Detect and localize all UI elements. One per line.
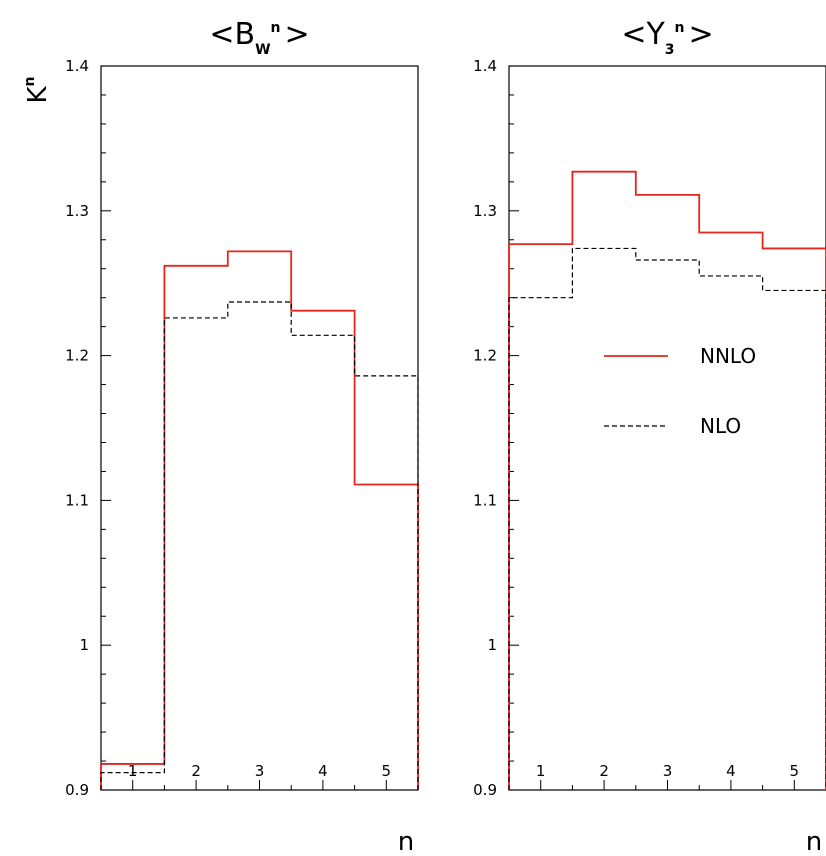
series-line-nlo — [100, 301, 419, 790]
y-tick-label: 1.3 — [473, 202, 497, 220]
x-axis-label: n — [806, 827, 822, 856]
title-subscript: W — [255, 42, 270, 58]
x-tick-label: 5 — [382, 762, 392, 780]
y-tick-label: 1.1 — [65, 491, 89, 509]
title-suffix: > — [689, 17, 714, 52]
legend-label-nnlo: NNLO — [700, 344, 756, 368]
y-tick-label: 1.1 — [473, 491, 497, 509]
x-axis-label: n — [398, 827, 414, 856]
title-superscript: n — [271, 20, 281, 36]
title-prefix: <B — [209, 17, 255, 52]
series-line-nnlo — [508, 170, 826, 790]
y-tick-label: 1.4 — [473, 57, 497, 75]
chart-title: <Y3n > — [621, 17, 713, 58]
title-subscript: 3 — [665, 42, 675, 58]
x-tick-label: 4 — [318, 762, 328, 780]
x-tick-label: 1 — [128, 762, 138, 780]
y-tick-label: 1.2 — [65, 347, 89, 365]
title-suffix: > — [285, 17, 310, 52]
series-line-nlo — [508, 247, 826, 790]
series-line-nnlo — [100, 250, 419, 790]
chart-panel-1: 0.911.11.21.31.41 2 3 4 5n<BWn >Kn — [22, 17, 419, 856]
x-tick-label: 5 — [790, 762, 800, 780]
plot-frame — [508, 65, 826, 791]
y-tick-label: 1.4 — [65, 57, 89, 75]
y-tick-label: 1.3 — [65, 202, 89, 220]
x-tick-label: 2 — [599, 762, 609, 780]
legend-label-nlo: NLO — [700, 414, 741, 438]
x-tick-label: 1 — [536, 762, 546, 780]
y-tick-label: 1 — [487, 636, 497, 654]
plot-frame — [100, 65, 419, 791]
x-tick-label: 4 — [726, 762, 736, 780]
y-axis-label-base: K — [23, 86, 53, 104]
x-tick-label: 2 — [191, 762, 201, 780]
y-axis-label-superscript: n — [22, 76, 38, 86]
x-tick-label: 3 — [255, 762, 265, 780]
y-tick-label: 1 — [79, 636, 89, 654]
title-prefix: <Y — [621, 17, 665, 52]
y-axis-label: Kn — [22, 76, 53, 103]
chart-title: <BWn > — [209, 17, 309, 58]
x-tick-label: 3 — [663, 762, 673, 780]
y-tick-label: 1.2 — [473, 347, 497, 365]
y-tick-label: 0.9 — [65, 781, 89, 799]
y-tick-label: 0.9 — [473, 781, 497, 799]
title-superscript: n — [675, 20, 685, 36]
legend: NNLO NLO — [604, 344, 756, 438]
